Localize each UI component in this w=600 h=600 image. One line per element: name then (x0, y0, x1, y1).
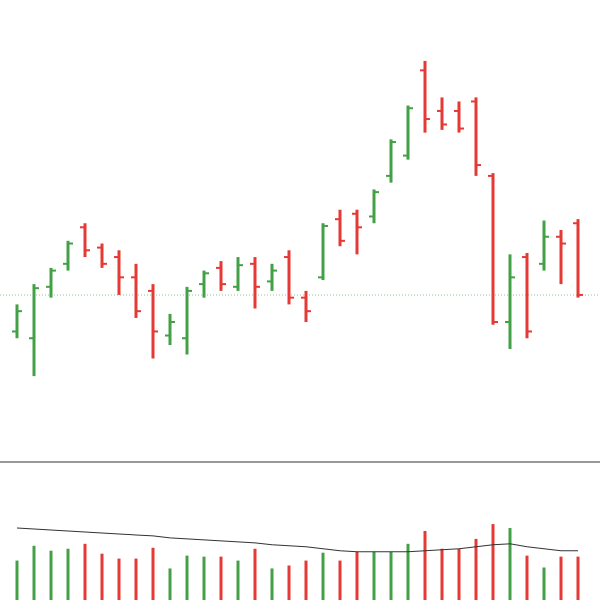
volume-bar (49, 550, 53, 600)
volume-bar (406, 543, 410, 600)
volume-bar (168, 568, 172, 600)
volume-bar (457, 548, 461, 600)
volume-bar (542, 567, 546, 600)
volume-bar (287, 565, 291, 600)
volume-bar (338, 560, 342, 600)
volume-bar (559, 556, 563, 600)
volume-bar (83, 543, 87, 600)
volume-bar (355, 551, 359, 600)
volume-bar (491, 524, 495, 600)
volume-bar (32, 545, 36, 600)
volume-bar (508, 528, 512, 600)
volume-bar (15, 560, 19, 600)
volume-bar (151, 547, 155, 600)
volume-bar (474, 538, 478, 600)
volume-bar (440, 548, 444, 600)
volume-bar (576, 556, 580, 600)
volume-bar (185, 555, 189, 600)
volume-bar (253, 548, 257, 600)
volume-bar (389, 551, 393, 600)
volume-bar (304, 560, 308, 600)
volume-bar (117, 558, 121, 600)
volume-bar (321, 552, 325, 600)
volume-bar (219, 556, 223, 600)
volume-bar (270, 568, 274, 600)
volume-ma-line (16, 527, 578, 553)
volume-bar (423, 531, 427, 600)
volume-bar (100, 553, 104, 600)
volume-bar (525, 555, 529, 600)
volume-bar (236, 560, 240, 600)
volume-bar (134, 558, 138, 600)
volume-bar (202, 556, 206, 600)
volume-bar (372, 551, 376, 600)
volume-bar (66, 548, 70, 600)
